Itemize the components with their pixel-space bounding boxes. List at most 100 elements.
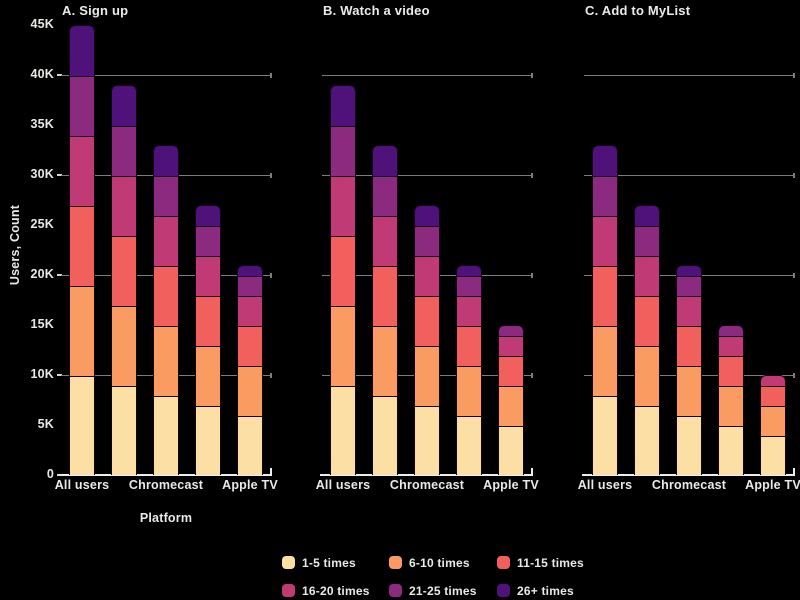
bar-segment xyxy=(331,176,355,236)
bar-segment xyxy=(677,366,701,416)
bar-segment xyxy=(761,376,785,386)
gridline-end-tick xyxy=(531,373,533,378)
gridline xyxy=(584,75,794,76)
bar-segment xyxy=(112,386,136,475)
legend-item: 21-25 times xyxy=(389,583,497,598)
bar-segment xyxy=(593,146,617,176)
bar-segment xyxy=(593,176,617,216)
legend-swatch xyxy=(282,556,295,569)
bar-segment xyxy=(415,406,439,475)
y-tick-label: 25K xyxy=(30,217,54,231)
panel-title: B. Watch a video xyxy=(323,3,430,18)
legend-swatch xyxy=(389,584,402,597)
bar-segment xyxy=(457,266,481,276)
bar-segment xyxy=(499,426,523,475)
x-tick-label: Apple TV xyxy=(222,478,278,492)
bar-segment xyxy=(499,386,523,426)
x-tick-label: All users xyxy=(315,478,371,492)
bar-segment xyxy=(677,326,701,366)
gridline xyxy=(61,75,271,76)
bar-segment xyxy=(499,336,523,356)
stacked-bar xyxy=(676,265,702,475)
x-axis-line xyxy=(582,474,795,476)
stacked-bar xyxy=(372,145,398,475)
gridline-end-tick xyxy=(793,73,795,78)
bar-segment xyxy=(719,356,743,386)
bar-segment xyxy=(196,296,220,346)
bar-segment xyxy=(373,146,397,176)
bar-segment xyxy=(635,226,659,256)
bar-segment xyxy=(415,226,439,256)
bar-segment xyxy=(238,296,262,326)
legend-label: 21-25 times xyxy=(409,583,477,598)
stacked-bar xyxy=(153,145,179,475)
bar-segment xyxy=(677,266,701,276)
bar-segment xyxy=(331,86,355,126)
gridline-end-tick xyxy=(270,73,272,78)
bar-segment xyxy=(70,136,94,206)
legend-item: 16-20 times xyxy=(282,584,389,598)
gridline-end-tick xyxy=(270,273,272,278)
bar-segment xyxy=(373,216,397,266)
gridline xyxy=(584,175,794,176)
legend-item: 26+ times xyxy=(497,583,657,598)
bar-segment xyxy=(331,126,355,176)
bar-segment xyxy=(719,336,743,356)
bar-segment xyxy=(593,216,617,266)
bar-segment xyxy=(761,386,785,406)
gridline xyxy=(322,75,532,76)
x-tick-label: Chromecast xyxy=(651,478,727,492)
x-axis-line xyxy=(320,474,533,476)
legend-item: 1-5 times xyxy=(282,555,389,570)
legend-swatch xyxy=(497,584,510,597)
bar-segment xyxy=(635,406,659,475)
stacked-bar xyxy=(592,145,618,475)
legend-swatch xyxy=(497,556,510,569)
stacked-bar xyxy=(330,85,356,475)
legend-label: 1-5 times xyxy=(302,555,356,570)
y-tick-mark xyxy=(57,274,62,276)
gridline xyxy=(322,175,532,176)
bar-segment xyxy=(593,266,617,326)
bar-segment xyxy=(457,416,481,475)
gridline-end-tick xyxy=(531,73,533,78)
panel-c: C. Add to MyList All users Chromecast Apple… xyxy=(578,0,800,600)
legend-label: 26+ times xyxy=(517,583,574,598)
legend-label: 6-10 times xyxy=(409,555,470,570)
bar-segment xyxy=(70,286,94,376)
bar-segment xyxy=(196,206,220,226)
bar-segment xyxy=(154,266,178,326)
bar-segment xyxy=(238,276,262,296)
bar-segment xyxy=(238,266,262,276)
bar-segment xyxy=(112,86,136,126)
y-tick-label: 35K xyxy=(30,117,54,131)
x-axis-title: Platform xyxy=(139,511,193,525)
bar-segment xyxy=(70,76,94,136)
bar-segment xyxy=(154,216,178,266)
bar-segment xyxy=(112,236,136,306)
bar-segment xyxy=(154,146,178,176)
stacked-bar xyxy=(69,25,95,475)
legend-label: 11-15 times xyxy=(517,555,584,570)
bar-segment xyxy=(635,296,659,346)
y-tick-mark xyxy=(57,174,62,176)
bar-segment xyxy=(373,396,397,475)
bar-segment xyxy=(238,366,262,416)
y-tick-label: 10K xyxy=(30,367,54,381)
gridline-end-tick xyxy=(793,273,795,278)
stacked-bar xyxy=(760,375,786,475)
stacked-bar xyxy=(498,325,524,475)
y-tick-label: 30K xyxy=(30,167,54,181)
bar-segment xyxy=(457,326,481,366)
legend-item: 6-10 times xyxy=(389,555,497,570)
bar-segment xyxy=(196,406,220,475)
bar-segment xyxy=(112,306,136,386)
bar-segment xyxy=(70,26,94,76)
bar-segment xyxy=(593,396,617,475)
bar-segment xyxy=(70,206,94,286)
bar-segment xyxy=(154,176,178,216)
x-tick-label: Chromecast xyxy=(389,478,465,492)
stacked-bar xyxy=(111,85,137,475)
bar-segment xyxy=(457,366,481,416)
